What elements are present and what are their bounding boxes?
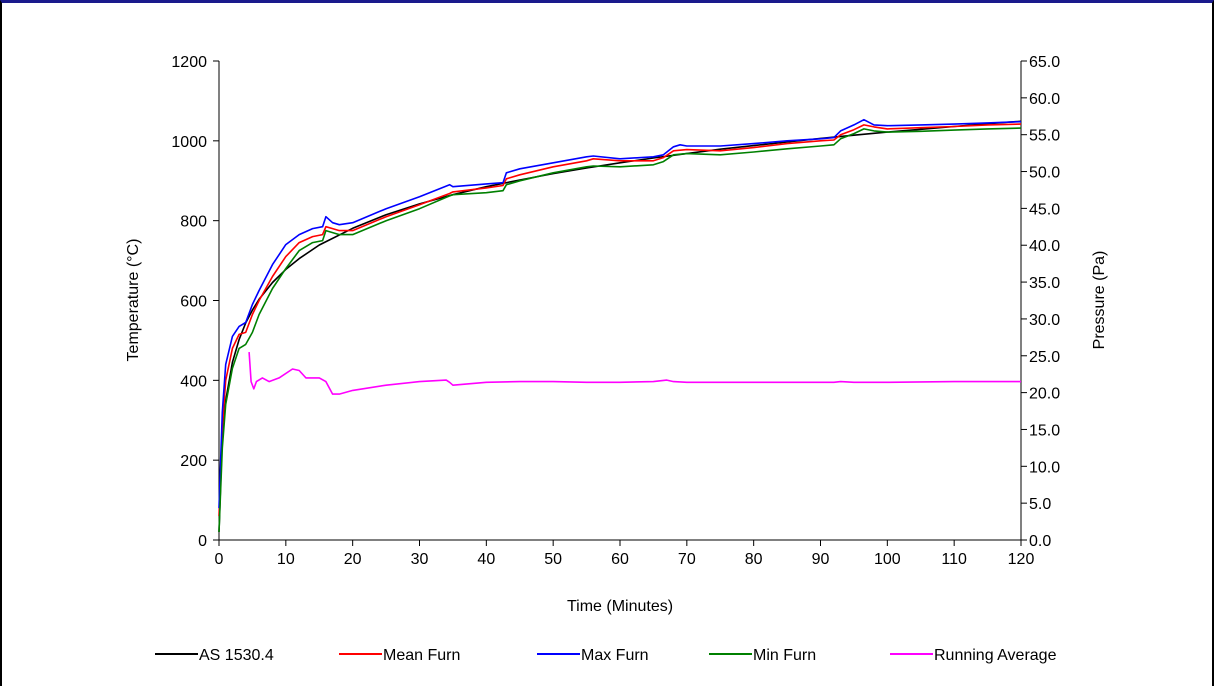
y-tick-label: 800 (180, 214, 207, 231)
y2-tick-label: 5.0 (1029, 496, 1051, 513)
y-tick-label: 600 (180, 294, 207, 311)
y2-tick-label: 10.0 (1029, 459, 1060, 476)
x-tick-label: 40 (477, 551, 495, 568)
series-line-max-furn (218, 118, 1022, 509)
y2-tick-label: 0.0 (1029, 533, 1051, 550)
y2-tick-label: 25.0 (1029, 349, 1060, 366)
y-tick-label: 400 (180, 373, 207, 390)
y-tick-label: 1200 (171, 54, 207, 71)
legend-label-max-furn: Max Furn (581, 647, 649, 664)
y2-tick-label: 20.0 (1029, 386, 1060, 403)
x-tick-label: 80 (745, 551, 763, 568)
y2-tick-label: 55.0 (1029, 128, 1060, 145)
series-line-running-average (248, 352, 1021, 395)
x-tick-label: 30 (411, 551, 429, 568)
y2-tick-label: 15.0 (1029, 422, 1060, 439)
axes-group: 0 10 20 30 40 50 60 70 80 90 100 110 120020040060080… (171, 54, 1060, 568)
legend-label-running-average: Running Average (934, 647, 1057, 664)
y2-tick-label: 35.0 (1029, 275, 1060, 292)
y-tick-label: 0 (198, 533, 207, 550)
y-tick-label: 200 (180, 453, 207, 470)
legend-label-mean-furn: Mean Furn (383, 647, 460, 664)
y2-tick-label: 60.0 (1029, 91, 1060, 108)
x-tick-label: 70 (678, 551, 696, 568)
series-line-mean-furn (218, 123, 1022, 517)
y2-tick-label: 40.0 (1029, 238, 1060, 255)
series-group (218, 118, 1022, 533)
x-tick-label: 120 (1008, 551, 1035, 568)
y2-axis-label: Pressure (Pa) (1091, 251, 1108, 350)
x-tick-label: 50 (544, 551, 562, 568)
legend-label-as-1530-4: AS 1530.4 (199, 647, 274, 664)
x-tick-label: 20 (344, 551, 362, 568)
y-tick-label: 1000 (171, 134, 207, 151)
x-tick-label: 0 (215, 551, 224, 568)
x-tick-label: 90 (812, 551, 830, 568)
y-axis-label: Temperature (°C) (125, 239, 142, 362)
series-line-as-1530-4 (218, 120, 1022, 533)
series-line-min-furn (218, 127, 1022, 533)
y2-tick-label: 65.0 (1029, 54, 1060, 71)
x-tick-label: 100 (874, 551, 901, 568)
y2-tick-label: 30.0 (1029, 312, 1060, 329)
legend-label-min-furn: Min Furn (753, 647, 816, 664)
legend: AS 1530.4 Mean Furn Max Furn Min Furn Runnin… (155, 647, 1057, 664)
x-axis-label: Time (Minutes) (567, 598, 673, 615)
x-tick-label: 60 (611, 551, 629, 568)
x-tick-label: 10 (277, 551, 295, 568)
x-tick-label: 110 (941, 551, 967, 568)
y2-tick-label: 45.0 (1029, 201, 1060, 218)
y2-tick-label: 50.0 (1029, 165, 1060, 182)
